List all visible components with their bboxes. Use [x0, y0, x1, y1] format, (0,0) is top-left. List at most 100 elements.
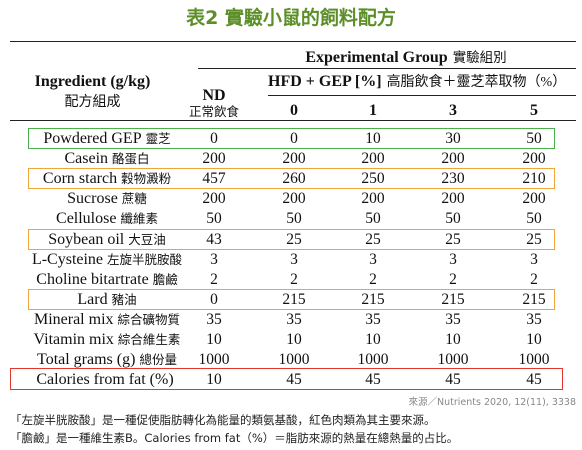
- value-cell-gep-5: 2: [530, 270, 538, 288]
- table-title: 表2 實驗小鼠的飼料配方: [186, 7, 396, 29]
- value-cell-gep-5: 35: [526, 310, 542, 328]
- value-cell-gep-3: 200: [441, 150, 465, 168]
- ingredient-name: Soybean oil 大豆油: [12, 229, 202, 250]
- value-cell-nd: 0: [210, 130, 218, 147]
- value-cell-gep-5: 50: [526, 130, 542, 147]
- value-cell-gep-1: 215: [361, 290, 385, 308]
- ingredient-name-zh: 膽鹼: [152, 272, 178, 287]
- ingredient-name-zh: 大豆油: [128, 232, 166, 247]
- highlight-box-orange: [28, 228, 555, 250]
- footnote-choline: 「膽鹼」是一種維生素B。Calories from fat（%）＝脂肪來源的熱量…: [10, 431, 459, 445]
- highlight-box-orange: [28, 288, 555, 310]
- value-cell-gep-3: 200: [441, 190, 465, 208]
- table-row: L-Cysteine 左旋半胱胺酸 3 3 3 3 3: [0, 249, 582, 270]
- table-row: Soybean oil 大豆油 43 25 25 25 25: [0, 228, 582, 250]
- ingredient-name-en: Lard: [77, 290, 108, 308]
- ingredient-name-zh: 豬油: [111, 292, 137, 307]
- hfd-gep-header-en: HFD + GEP [%]: [268, 73, 382, 90]
- ingredient-name-en: L-Cysteine: [31, 250, 104, 268]
- ingredient-header-zh: 配方組成: [64, 95, 121, 110]
- nd-header-en: ND: [202, 87, 226, 104]
- value-cell-gep-1: 35: [365, 310, 381, 328]
- value-cell-gep-0: 1000: [278, 351, 310, 369]
- table-row: Choline bitartrate 膽鹼 2 2 2 2 2: [0, 269, 582, 290]
- ingredient-name: Cellulose 纖維素: [12, 208, 202, 229]
- ingredient-name: Corn starch 穀物澱粉: [12, 168, 202, 189]
- table-header-rule: [10, 120, 576, 121]
- value-cell-gep-1: 45: [365, 371, 381, 389]
- value-cell-gep-5: 50: [526, 210, 542, 228]
- ingredient-name: Choline bitartrate 膽鹼: [12, 269, 202, 290]
- value-cell-nd: 3: [210, 250, 218, 268]
- value-cell-gep-3: 10: [445, 331, 461, 348]
- value-cell-gep-3: 50: [445, 210, 461, 228]
- value-cell-gep-1: 50: [365, 210, 381, 228]
- value-cell-nd: 10: [206, 331, 222, 348]
- value-cell-gep-5: 3: [530, 250, 538, 268]
- value-cell-gep-3: 30: [445, 130, 461, 147]
- table-row: Lard 豬油 0 215 215 215 215: [0, 288, 582, 310]
- value-cell-gep-5: 200: [522, 150, 546, 168]
- ingredient-name-en: Vitamin mix: [33, 331, 114, 348]
- ingredient-name-en: Corn starch: [42, 170, 118, 188]
- value-cell-gep-0: 200: [282, 150, 306, 168]
- hfd-gep-header-unit: （%）: [526, 75, 567, 90]
- ingredient-name: Powdered GEP 靈芝: [12, 128, 202, 149]
- ingredient-name-en: Mineral mix: [33, 310, 114, 328]
- ingredient-name: Vitamin mix 綜合維生素: [12, 329, 202, 350]
- value-cell-nd: 50: [206, 210, 222, 228]
- experimental-group-header: Experimental Group 實驗組別: [240, 49, 572, 67]
- ingredient-name-zh: 綜合維生素: [117, 333, 181, 347]
- highlight-box-orange: [28, 168, 555, 190]
- experimental-group-header-en: Experimental Group: [305, 49, 448, 66]
- level-header-1: 1: [369, 102, 377, 119]
- value-cell-gep-5: 210: [522, 170, 546, 188]
- nd-header-zh: 正常飲食: [188, 105, 239, 119]
- ingredient-name-zh: 穀物澱粉: [121, 172, 172, 187]
- ingredient-name-en: Powdered GEP: [43, 130, 142, 147]
- hfd-gep-underline: [268, 95, 576, 96]
- value-cell-nd: 35: [206, 310, 222, 328]
- ingredient-name: Sucrose 蔗糖: [12, 188, 202, 209]
- value-cell-gep-0: 25: [286, 230, 302, 248]
- table-row: Mineral mix 綜合礦物質 35 35 35 35 35: [0, 309, 582, 330]
- value-cell-gep-0: 10: [286, 331, 302, 348]
- value-cell-gep-1: 10: [365, 130, 381, 147]
- table-top-rule: [10, 41, 576, 42]
- ingredient-name: Total grams (g) 總份量: [12, 349, 202, 370]
- value-cell-gep-1: 200: [361, 150, 385, 168]
- value-cell-gep-0: 35: [286, 310, 302, 328]
- ingredient-name-zh: 綜合礦物質: [117, 312, 181, 327]
- value-cell-nd: 200: [202, 150, 226, 168]
- ingredient-name-zh: 纖維素: [120, 212, 158, 227]
- table-row: Casein 酪蛋白 200 200 200 200 200: [0, 148, 582, 169]
- level-header-0: 0: [290, 102, 298, 119]
- value-cell-gep-0: 2: [290, 270, 298, 288]
- value-cell-nd: 0: [210, 290, 218, 308]
- ingredient-name: Mineral mix 綜合礦物質: [12, 309, 202, 330]
- table-row: Cellulose 纖維素 50 50 50 50 50: [0, 208, 582, 229]
- hfd-gep-header: HFD + GEP [%] 高脂飲食＋靈芝萃取物（%）: [268, 73, 566, 92]
- value-cell-gep-3: 3: [449, 250, 457, 268]
- table-row: Total grams (g) 總份量 1000 1000 1000 1000 1000: [0, 349, 582, 370]
- value-cell-gep-0: 0: [290, 130, 298, 147]
- ingredient-name: Calories from fat (%): [12, 369, 202, 390]
- table-row: Calories from fat (%) 10 45 45 45 45: [0, 368, 582, 391]
- ingredient-name-zh: 總份量: [139, 353, 177, 368]
- table-row: Corn starch 穀物澱粉 457 260 250 230 210: [0, 168, 582, 190]
- value-cell-nd: 2: [210, 270, 218, 288]
- ingredient-name-en: Soybean oil: [48, 230, 125, 248]
- value-cell-nd: 10: [206, 371, 222, 389]
- value-cell-gep-1: 3: [369, 250, 377, 268]
- ingredient-name-en: Sucrose: [67, 190, 118, 208]
- ingredient-name: Casein 酪蛋白: [12, 148, 202, 169]
- value-cell-gep-1: 10: [365, 331, 381, 348]
- value-cell-gep-1: 1000: [357, 351, 389, 369]
- level-header-5: 5: [530, 102, 538, 119]
- value-cell-gep-5: 1000: [518, 351, 550, 369]
- value-cell-gep-3: 215: [441, 290, 465, 308]
- value-cell-gep-5: 200: [522, 190, 546, 208]
- value-cell-gep-0: 50: [286, 210, 302, 228]
- value-cell-gep-3: 25: [445, 230, 461, 248]
- ingredient-name-en: Calories from fat (%): [36, 371, 174, 389]
